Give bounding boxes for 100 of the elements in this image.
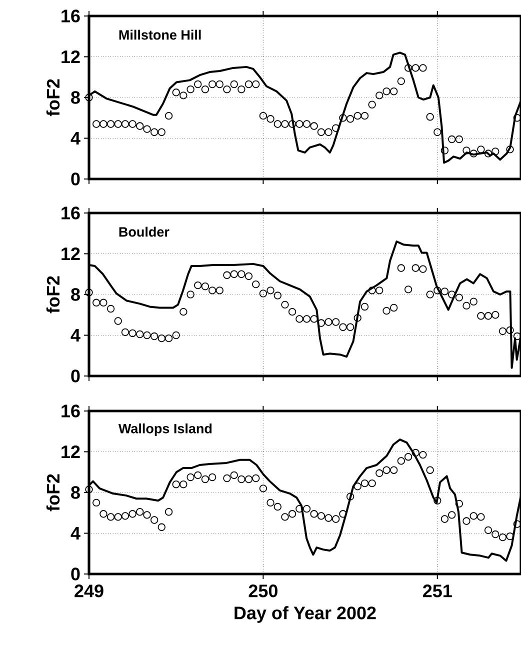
point (506, 326, 514, 334)
point (100, 298, 108, 307)
y-tick-label: 8 (71, 486, 80, 499)
point (288, 510, 296, 518)
point (230, 471, 238, 480)
y-tick-label: 0 (71, 172, 80, 186)
point (354, 482, 362, 490)
point (302, 120, 311, 128)
point (281, 300, 289, 309)
point (194, 80, 202, 88)
point (106, 304, 115, 313)
point (498, 533, 507, 542)
point (238, 475, 246, 484)
point (186, 86, 194, 94)
point (324, 514, 332, 522)
point (477, 513, 485, 521)
y-tick-label: 0 (71, 568, 80, 580)
point (448, 290, 456, 298)
point (360, 302, 369, 311)
y-tick-label: 4 (70, 132, 80, 144)
x-tick-label: 251 (423, 584, 452, 598)
point (180, 308, 188, 316)
point (310, 510, 318, 518)
point (92, 120, 100, 128)
point (426, 466, 434, 474)
y-tick-label: 0 (71, 370, 80, 382)
point (158, 523, 166, 531)
point (121, 512, 130, 520)
point (223, 271, 231, 279)
point (448, 511, 456, 519)
point (412, 64, 420, 72)
y-tick-label: 16 (62, 10, 80, 22)
point (106, 513, 115, 521)
point (114, 513, 122, 521)
point (310, 122, 318, 130)
point (114, 317, 122, 325)
point (92, 498, 100, 507)
point (498, 327, 507, 336)
point (440, 515, 449, 523)
y-tick-label: 12 (62, 50, 80, 64)
point (201, 282, 210, 290)
point (208, 473, 216, 482)
text: Millstone Hill (119, 30, 201, 40)
point (426, 290, 434, 298)
point (484, 526, 492, 534)
point (346, 115, 354, 123)
point (354, 112, 362, 120)
point (194, 281, 202, 290)
point (470, 150, 478, 158)
x-tick-label: 249 (74, 584, 104, 598)
point (136, 122, 144, 130)
point (259, 290, 268, 298)
point (114, 120, 122, 128)
point (128, 329, 136, 338)
point (266, 498, 274, 507)
point (238, 86, 246, 94)
point (492, 148, 500, 156)
point (404, 286, 412, 294)
point (85, 486, 93, 494)
point (85, 94, 93, 102)
x-tick-label: 250 (248, 584, 278, 598)
point (492, 311, 500, 319)
point (172, 88, 180, 96)
point (455, 135, 464, 144)
y-tick-label: 16 (62, 404, 80, 418)
point (136, 330, 144, 338)
point (310, 315, 318, 323)
y-axis-title: foF2 (46, 474, 60, 512)
point (462, 302, 470, 310)
point (230, 80, 238, 88)
point (216, 80, 224, 88)
point (252, 474, 260, 482)
point (143, 511, 151, 519)
point (164, 508, 173, 516)
point (106, 120, 115, 128)
point (513, 332, 521, 340)
point (434, 286, 442, 294)
point (368, 479, 376, 488)
point (404, 64, 412, 72)
point (259, 484, 268, 492)
point (281, 120, 289, 128)
point (376, 92, 384, 100)
point (324, 318, 332, 326)
point (274, 292, 282, 300)
y-tick-label: 8 (71, 91, 80, 104)
point (100, 120, 108, 128)
point (252, 80, 260, 88)
point (339, 510, 347, 518)
point (506, 532, 514, 540)
point (412, 448, 420, 457)
point (274, 502, 282, 511)
point (128, 120, 136, 128)
point (470, 298, 478, 306)
point (440, 146, 449, 154)
point (274, 120, 282, 128)
point (390, 88, 398, 96)
y-tick-label: 4 (70, 329, 80, 342)
point (143, 125, 151, 133)
point (296, 315, 304, 323)
point (492, 530, 500, 538)
